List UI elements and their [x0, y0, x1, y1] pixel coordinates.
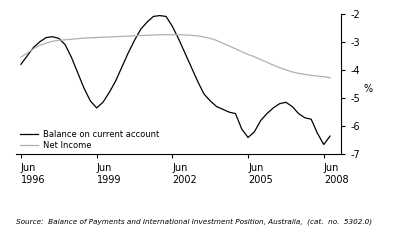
- Legend: Balance on current account, Net Income: Balance on current account, Net Income: [20, 130, 159, 150]
- Y-axis label: %: %: [364, 84, 373, 94]
- Text: Source:  Balance of Payments and International Investment Position, Australia,  : Source: Balance of Payments and Internat…: [16, 218, 372, 225]
